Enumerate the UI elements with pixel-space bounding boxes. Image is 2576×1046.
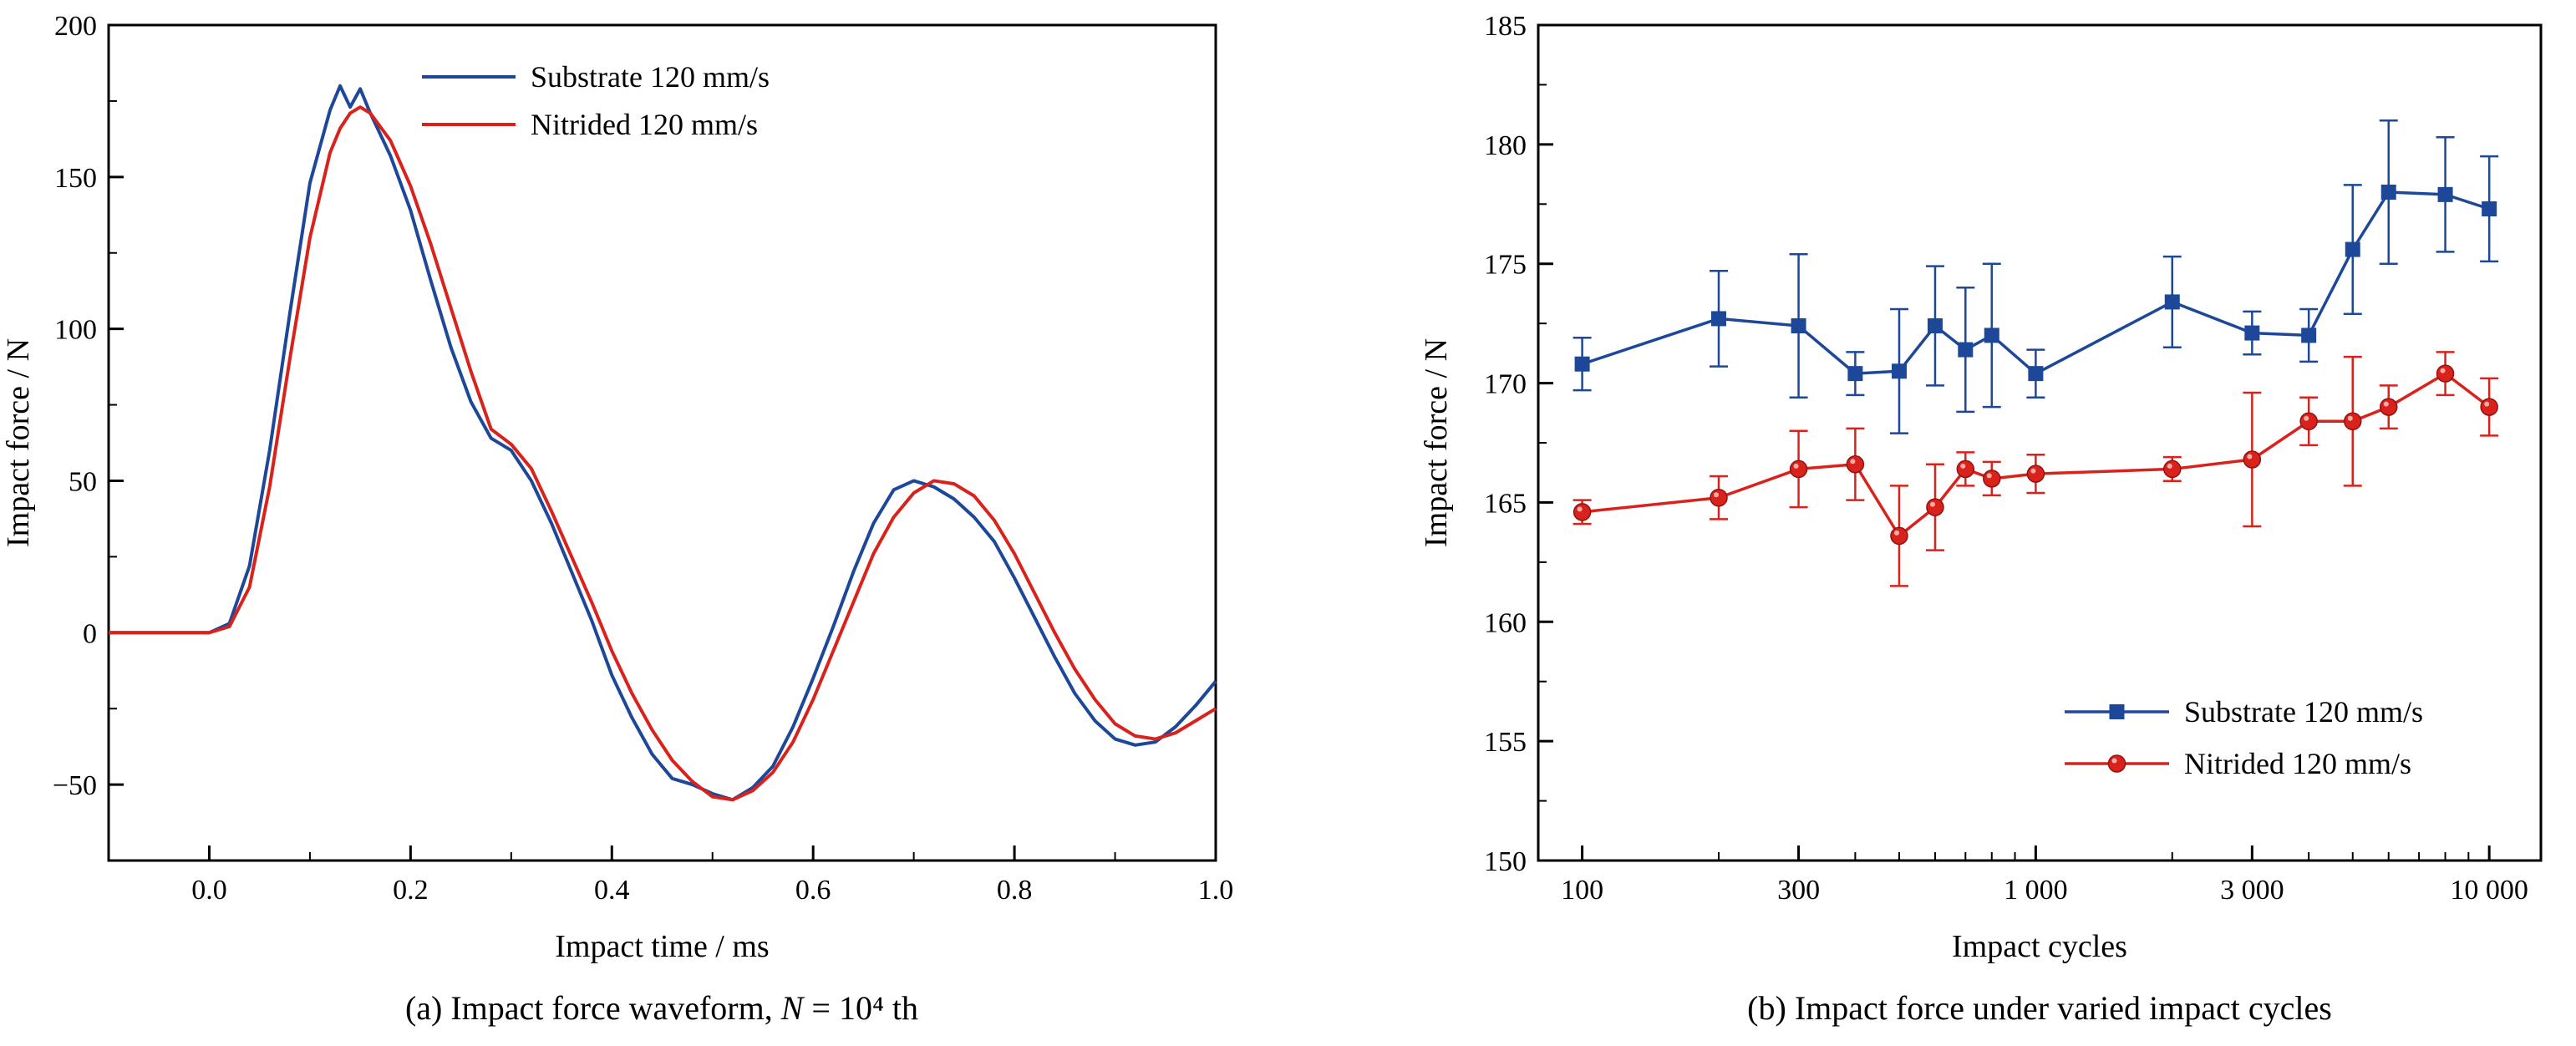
svg-text:155: 155 (1484, 727, 1527, 758)
circle-marker (1573, 503, 1592, 521)
svg-text:0.8: 0.8 (997, 875, 1033, 906)
y-axis: −50 0 50 100 150 200 (53, 11, 124, 801)
square-marker (2301, 328, 2317, 343)
circle-marker (2243, 450, 2262, 469)
x-axis-title: Impact time / ms (555, 929, 769, 964)
svg-text:0: 0 (83, 618, 97, 649)
square-marker (1891, 363, 1907, 379)
circle-marker (1846, 454, 1865, 474)
series-nitrided (1573, 351, 2499, 587)
svg-text:100: 100 (1561, 875, 1603, 906)
circle-marker (1890, 526, 1908, 546)
circle-marker (1710, 488, 1728, 507)
caption-a: (a) Impact force waveform, N = 10⁴ th (405, 989, 918, 1027)
circle-marker (2026, 465, 2045, 483)
y-axis-title: Impact force / N (1419, 338, 1454, 547)
series-substrate (109, 84, 1217, 802)
square-marker (1984, 328, 1999, 343)
circle-marker (2163, 460, 2182, 479)
legend-label-nitrided: Nitrided 120 mm/s (531, 108, 758, 141)
square-marker (2244, 325, 2260, 341)
impact-cycles-chart: (b) Impact force under varied impact cyc… (1419, 11, 2543, 1027)
panel-a: (a) Impact force waveform, N = 10⁴ th −5… (1, 11, 1233, 1027)
square-marker (1847, 366, 1863, 382)
impact-force-waveform-chart: (a) Impact force waveform, N = 10⁴ th −5… (1, 11, 1233, 1027)
circle-marker (2480, 398, 2498, 416)
svg-text:1 000: 1 000 (2004, 875, 2068, 906)
square-marker (1710, 311, 1726, 327)
square-marker (2345, 241, 2360, 257)
axis-titles: Impact cycles Impact force / N (1419, 338, 2127, 964)
circle-marker (2299, 412, 2318, 431)
svg-text:180: 180 (1484, 130, 1527, 161)
square-marker (2109, 704, 2125, 719)
svg-text:175: 175 (1484, 250, 1527, 281)
square-marker (1958, 342, 1974, 358)
plot-frame (107, 23, 1217, 862)
svg-text:−50: −50 (53, 770, 97, 801)
svg-text:0.4: 0.4 (594, 875, 630, 906)
circle-marker (2107, 754, 2126, 773)
circle-marker (2344, 412, 2362, 431)
y-axis: 150 155 160 165 170 175 180 185 (1484, 11, 1553, 877)
svg-text:150: 150 (1484, 846, 1527, 877)
svg-text:200: 200 (54, 11, 97, 42)
x-axis: 100 300 1 000 3 000 10 000 (1561, 845, 2528, 906)
square-marker (2380, 185, 2396, 200)
svg-text:100: 100 (54, 315, 97, 346)
square-marker (1927, 318, 1943, 333)
square-marker (2028, 366, 2044, 382)
square-marker (1574, 356, 1590, 372)
svg-text:0.2: 0.2 (393, 875, 429, 906)
circle-marker (1983, 470, 2001, 488)
legend-label-nitrided: Nitrided 120 mm/s (2184, 747, 2411, 780)
square-marker (2482, 201, 2497, 216)
square-marker (2437, 186, 2453, 202)
circle-marker (2436, 364, 2455, 383)
x-axis-title: Impact cycles (1952, 929, 2127, 964)
circle-marker (1926, 498, 1944, 516)
legend-label-substrate: Substrate 120 mm/s (531, 60, 770, 94)
legend: Substrate 120 mm/s Nitrided 120 mm/s (422, 60, 770, 141)
svg-text:150: 150 (54, 163, 97, 194)
svg-text:165: 165 (1484, 488, 1527, 519)
svg-text:0.6: 0.6 (795, 875, 831, 906)
series-substrate (1573, 119, 2499, 434)
square-marker (2164, 294, 2180, 310)
plot-frame (1537, 23, 2543, 862)
svg-text:160: 160 (1484, 607, 1527, 638)
svg-text:185: 185 (1484, 11, 1527, 42)
legend: Substrate 120 mm/s Nitrided 120 mm/s (2065, 695, 2423, 780)
svg-text:50: 50 (69, 466, 97, 497)
svg-text:1.0: 1.0 (1198, 875, 1234, 906)
svg-text:3 000: 3 000 (2220, 875, 2284, 906)
circle-marker (2379, 398, 2398, 416)
y-axis-title: Impact force / N (1, 338, 36, 547)
x-axis: 0.0 0.2 0.4 0.6 0.8 1.0 (191, 845, 1233, 906)
panel-b: (b) Impact force under varied impact cyc… (1288, 0, 2576, 1046)
svg-text:170: 170 (1484, 369, 1527, 400)
square-marker (1791, 318, 1806, 333)
svg-text:10 000: 10 000 (2450, 875, 2528, 906)
caption-b: (b) Impact force under varied impact cyc… (1747, 989, 2332, 1027)
axis-titles: Impact time / ms Impact force / N (1, 338, 770, 964)
svg-text:300: 300 (1777, 875, 1820, 906)
legend-label-substrate: Substrate 120 mm/s (2184, 695, 2423, 729)
circle-marker (1789, 460, 1808, 479)
series-nitrided (109, 105, 1217, 802)
svg-text:0.0: 0.0 (191, 875, 227, 906)
circle-marker (1956, 460, 1975, 479)
